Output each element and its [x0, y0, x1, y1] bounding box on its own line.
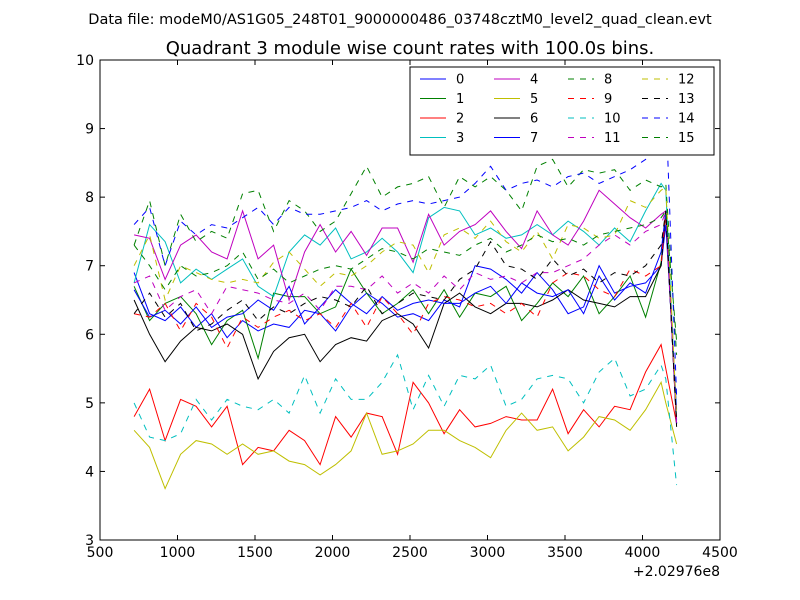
chart-suptitle: Data file: modeM0/AS1G05_248T01_90000004… [88, 12, 712, 28]
x-tick-label-4500: 4500 [702, 545, 738, 561]
y-tick-label-10: 10 [76, 53, 94, 69]
x-tick-label-1500: 1500 [237, 545, 273, 561]
legend-label-13: 13 [678, 92, 695, 107]
legend-label-11: 11 [604, 131, 621, 146]
series-line-7 [133, 210, 678, 424]
x-tick-label-3000: 3000 [470, 545, 506, 561]
y-tick-label-3: 3 [85, 533, 94, 549]
x-tick-label-1000: 1000 [160, 545, 196, 561]
legend-label-15: 15 [678, 131, 695, 146]
x-tick-label-2500: 2500 [392, 545, 428, 561]
series-line-13 [133, 210, 678, 424]
legend-label-12: 12 [678, 73, 695, 88]
x-tick-label-4000: 4000 [625, 545, 661, 561]
legend-label-3: 3 [456, 131, 464, 146]
y-tick-label-9: 9 [85, 122, 94, 138]
legend-label-7: 7 [530, 131, 538, 146]
series-line-11 [133, 210, 678, 424]
y-tick-label-8: 8 [85, 190, 94, 206]
legend-label-2: 2 [456, 112, 464, 127]
series-line-15 [133, 209, 678, 342]
series-line-6 [133, 210, 678, 427]
y-tick-label-7: 7 [85, 259, 94, 275]
x-offset-label: +2.02976e8 [633, 564, 720, 580]
y-tick-label-4: 4 [85, 464, 94, 480]
y-tick-label-6: 6 [85, 327, 94, 343]
series-line-1 [133, 210, 678, 424]
legend-box [409, 66, 715, 156]
x-tick-label-3500: 3500 [547, 545, 583, 561]
chart-title: Quadrant 3 module wise count rates with … [166, 38, 655, 59]
axes: 500 1000 1500 2000 2500 3000 3500 4000 4500 3 4 5 6 7… [76, 53, 738, 561]
x-tick-label-500: 500 [87, 545, 114, 561]
legend-label-1: 1 [456, 92, 464, 107]
series-line-2 [133, 343, 678, 466]
series-line-0 [133, 224, 678, 410]
legend-label-0: 0 [456, 73, 464, 88]
series-line-12 [133, 185, 678, 417]
legend-label-4: 4 [530, 73, 538, 88]
series-line-14 [133, 104, 678, 397]
series-line-5 [133, 380, 678, 490]
legend-label-6: 6 [530, 112, 538, 127]
series-line-10 [133, 353, 678, 486]
legend-label-14: 14 [678, 112, 695, 127]
plot-area [133, 104, 678, 490]
legend-label-10: 10 [604, 112, 621, 127]
series-line-4 [133, 189, 678, 424]
legend-label-5: 5 [530, 92, 538, 107]
legend-label-9: 9 [604, 92, 612, 107]
y-tick-label-5: 5 [85, 396, 94, 412]
legend-label-8: 8 [604, 73, 612, 88]
x-tick-label-2000: 2000 [315, 545, 351, 561]
